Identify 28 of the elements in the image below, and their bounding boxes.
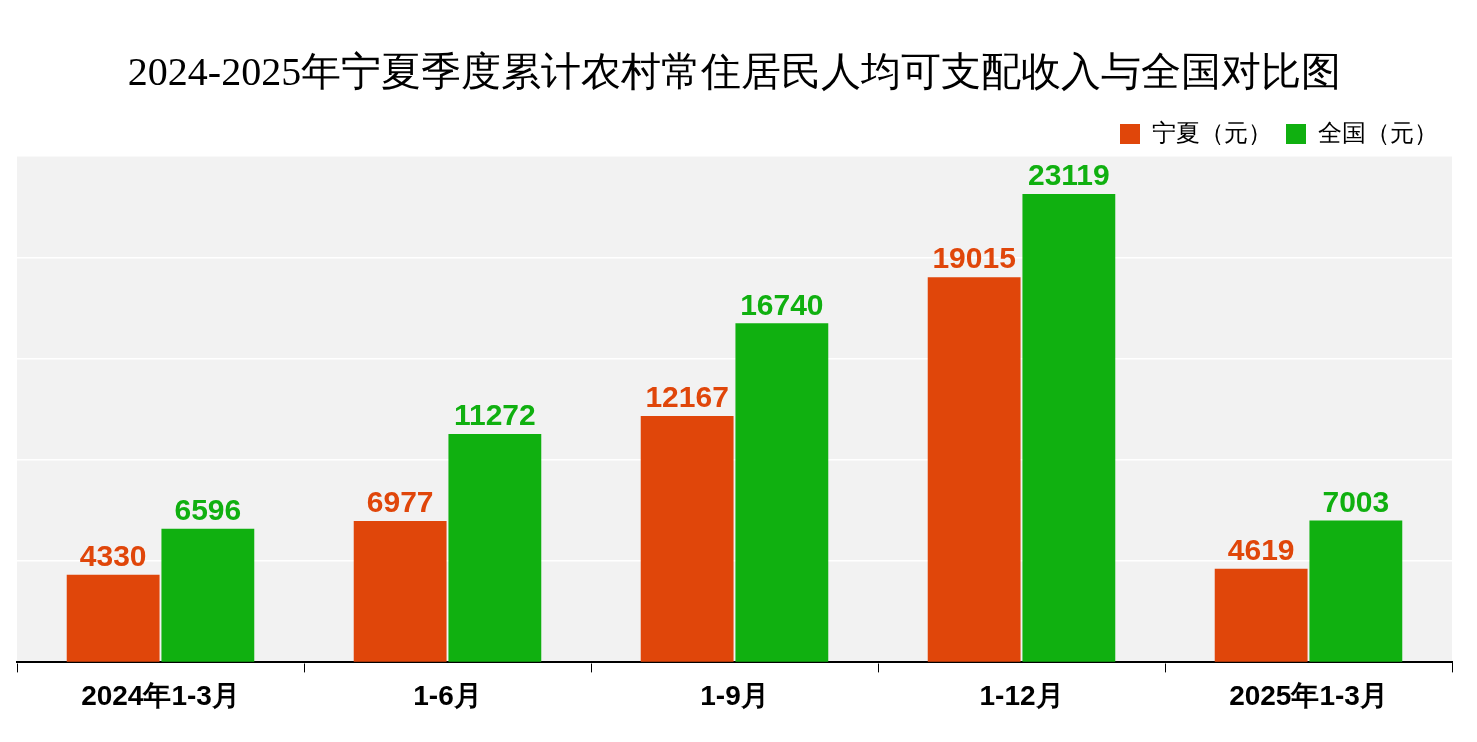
x-tick-label: 1-9月 [700,679,769,711]
data-label: 6596 [174,493,242,527]
x-tick-label: 2024年1-3月 [81,679,240,711]
bar [66,574,160,662]
data-label: 23119 [1027,158,1110,192]
data-label: 4619 [1227,533,1295,567]
legend-label: 宁夏（元） [1152,118,1272,146]
x-tick-label: 1-6月 [413,679,482,711]
bar [161,528,255,662]
bar [1309,520,1403,662]
chart-title: 2024-2025年宁夏季度累计农村常住居民人均可支配收入与全国对比图 [127,48,1342,94]
data-label: 7003 [1322,484,1390,518]
bar [927,277,1021,662]
data-label: 12167 [645,380,729,414]
data-label: 11272 [453,398,536,432]
bar [353,521,447,662]
data-label: 19015 [932,241,1016,275]
bar [448,434,542,662]
bar [735,323,829,662]
data-label: 4330 [79,538,147,572]
legend-label: 全国（元） [1318,118,1438,146]
x-tick-label: 1-12月 [979,679,1064,711]
bar [1022,194,1116,662]
x-tick-label: 2025年1-3月 [1229,679,1388,711]
data-label: 6977 [366,485,434,519]
data-label: 16740 [740,287,824,321]
bar [640,415,734,662]
bar [1214,568,1308,662]
